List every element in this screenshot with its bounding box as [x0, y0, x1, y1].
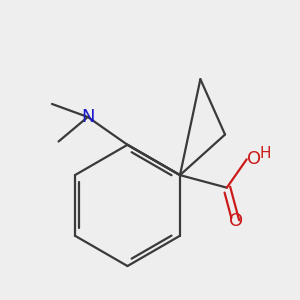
Text: O: O	[229, 212, 243, 230]
Text: N: N	[81, 108, 94, 126]
Text: O: O	[247, 150, 261, 168]
Text: H: H	[259, 146, 271, 161]
